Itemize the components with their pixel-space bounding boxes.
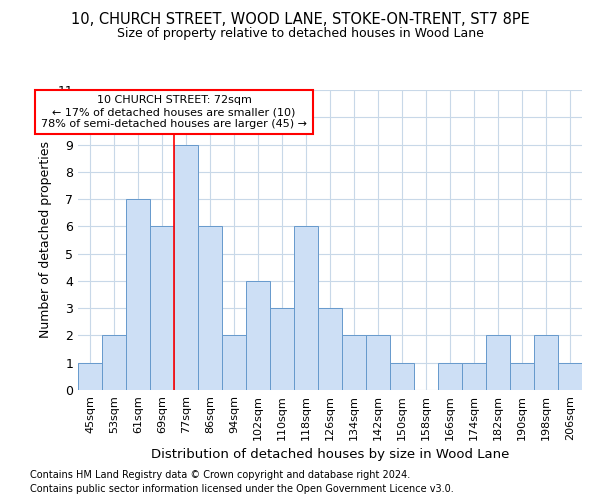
Bar <box>102 336 126 390</box>
X-axis label: Distribution of detached houses by size in Wood Lane: Distribution of detached houses by size … <box>151 448 509 461</box>
Bar <box>174 144 198 390</box>
Bar <box>198 226 222 390</box>
Bar <box>126 199 150 390</box>
Bar <box>534 336 558 390</box>
Bar <box>270 308 294 390</box>
Bar <box>390 362 414 390</box>
Bar <box>150 226 174 390</box>
Bar <box>366 336 390 390</box>
Bar <box>78 362 102 390</box>
Bar <box>318 308 342 390</box>
Text: Size of property relative to detached houses in Wood Lane: Size of property relative to detached ho… <box>116 28 484 40</box>
Text: Contains HM Land Registry data © Crown copyright and database right 2024.: Contains HM Land Registry data © Crown c… <box>30 470 410 480</box>
Bar <box>342 336 366 390</box>
Bar <box>558 362 582 390</box>
Bar <box>510 362 534 390</box>
Bar <box>462 362 486 390</box>
Bar <box>486 336 510 390</box>
Bar <box>294 226 318 390</box>
Bar <box>438 362 462 390</box>
Y-axis label: Number of detached properties: Number of detached properties <box>39 142 52 338</box>
Text: 10, CHURCH STREET, WOOD LANE, STOKE-ON-TRENT, ST7 8PE: 10, CHURCH STREET, WOOD LANE, STOKE-ON-T… <box>71 12 529 28</box>
Bar <box>246 281 270 390</box>
Bar <box>222 336 246 390</box>
Text: 10 CHURCH STREET: 72sqm
← 17% of detached houses are smaller (10)
78% of semi-de: 10 CHURCH STREET: 72sqm ← 17% of detache… <box>41 96 307 128</box>
Text: Contains public sector information licensed under the Open Government Licence v3: Contains public sector information licen… <box>30 484 454 494</box>
